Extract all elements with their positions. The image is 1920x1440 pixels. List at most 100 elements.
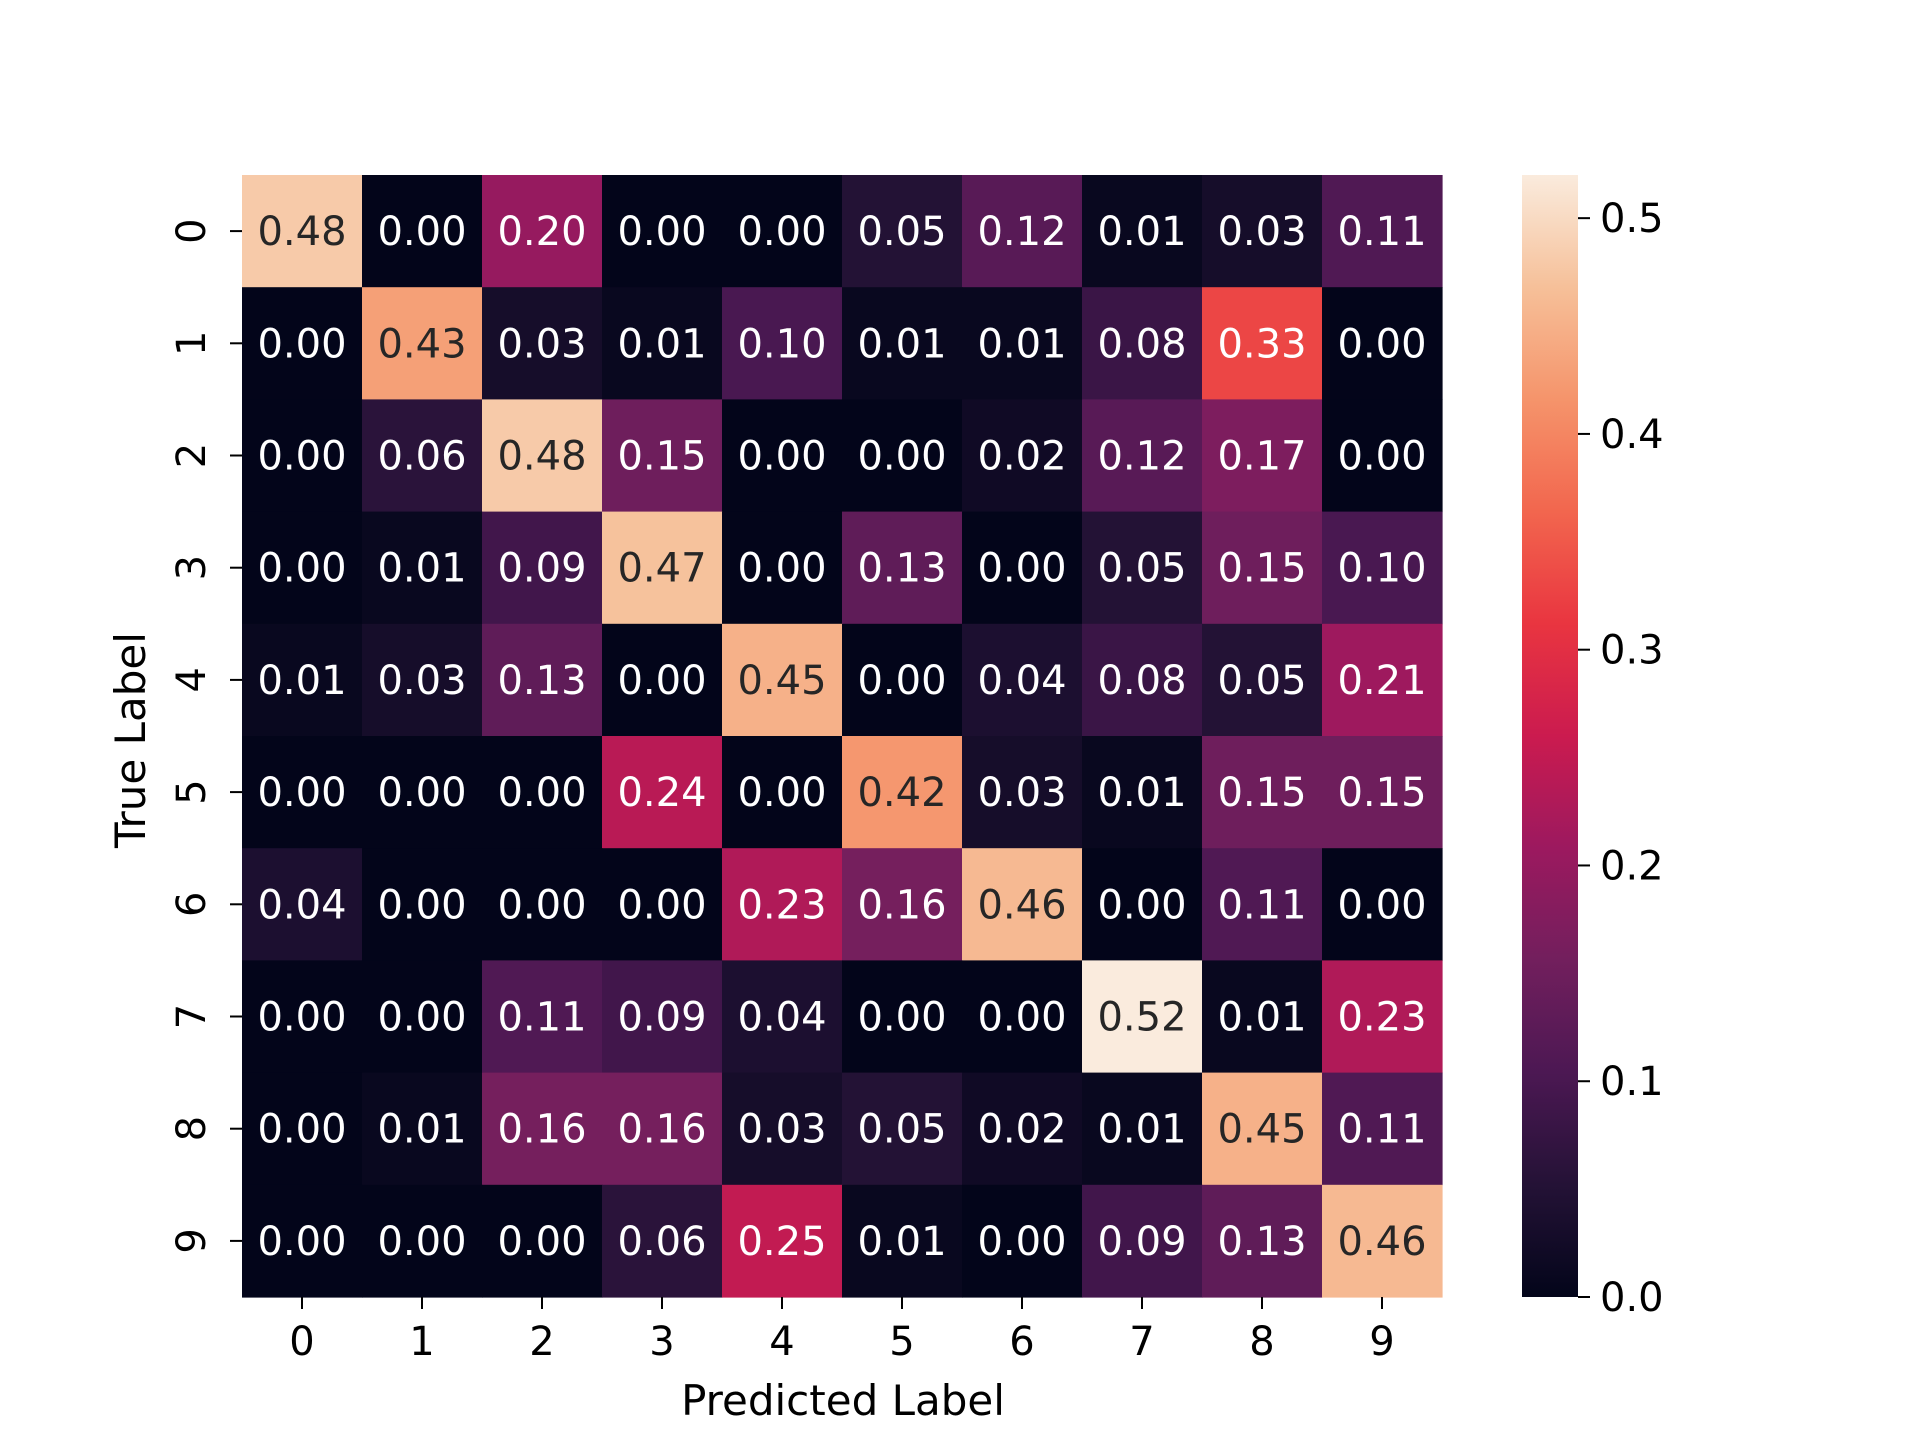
cell-value-label: 0.00 [1097,882,1186,928]
cell-value-label: 0.03 [737,1107,826,1153]
colorbar-tick-label: 0.3 [1600,628,1664,674]
cell-value-label: 0.00 [977,995,1066,1041]
heatmap-cell [842,848,963,961]
heatmap-cell [962,287,1083,400]
cell-value-label: 0.47 [617,546,706,592]
cell-value-label: 0.08 [1097,321,1186,367]
y-tick-label: 1 [169,331,215,356]
heatmap-cell [602,623,723,737]
cell-value-label: 0.45 [737,658,826,704]
heatmap-cell [722,399,843,513]
cell-value-label: 0.00 [497,1219,586,1265]
cell-value-label: 0.04 [257,882,346,928]
heatmap-cell [962,175,1083,288]
cell-value-label: 0.00 [977,1219,1066,1265]
cell-value-label: 0.10 [1337,546,1426,592]
heatmap-cell [362,1184,483,1298]
heatmap-cell [602,736,723,849]
x-axis-label: Predicted Label [681,1376,1005,1425]
colorbar [1522,175,1578,1297]
heatmap-cell [242,736,363,849]
heatmap-cell [962,623,1083,737]
heatmap-cell [722,1184,843,1298]
cell-value-label: 0.02 [977,1107,1066,1153]
cell-value-label: 0.13 [857,546,946,592]
cell-value-label: 0.11 [1337,209,1426,255]
heatmap-cell [482,623,603,737]
heatmap-cell [242,1184,363,1298]
cell-value-label: 0.00 [377,882,466,928]
heatmap-cell [362,1072,483,1186]
cell-value-label: 0.15 [1217,770,1306,816]
heatmap-cell [602,287,723,400]
cell-value-label: 0.01 [377,1107,466,1153]
heatmap-cell [602,1072,723,1186]
heatmap-cell [1082,511,1203,625]
heatmap-cell [482,848,603,961]
heatmap-cell [1202,1072,1323,1186]
cell-value-label: 0.00 [497,882,586,928]
cell-value-label: 0.06 [377,434,466,480]
cell-value-label: 0.10 [737,321,826,367]
cell-value-label: 0.09 [497,546,586,592]
cell-value-label: 0.21 [1337,658,1426,704]
heatmap-cell [722,736,843,849]
heatmap-cell [722,960,843,1074]
cell-value-label: 0.01 [1097,770,1186,816]
cell-value-label: 0.25 [737,1219,826,1265]
cell-value-label: 0.03 [1217,209,1306,255]
cell-value-label: 0.01 [1097,1107,1186,1153]
cell-value-label: 0.48 [497,434,586,480]
heatmap-cell [722,848,843,961]
heatmap-cell [362,848,483,961]
cell-value-label: 0.08 [1097,658,1186,704]
y-tick-label: 7 [169,1004,215,1029]
heatmap-cell [602,399,723,513]
cell-value-label: 0.00 [857,658,946,704]
x-tick-label: 0 [289,1319,314,1365]
heatmap-cell [722,287,843,400]
cell-value-label: 0.01 [1097,209,1186,255]
heatmap-cell [1082,399,1203,513]
cell-value-label: 0.01 [857,1219,946,1265]
heatmap-cell [722,1072,843,1186]
y-tick-label: 0 [169,218,215,243]
cell-value-label: 0.00 [857,434,946,480]
y-tick-label: 2 [169,443,215,468]
heatmap-cell [722,623,843,737]
y-tick-label: 3 [169,555,215,580]
y-axis: 0 1 2 3 4 5 6 7 8 9 [169,218,242,1254]
x-tick-label: 7 [1129,1319,1154,1365]
cell-value-label: 0.16 [497,1107,586,1153]
cell-value-label: 0.09 [1097,1219,1186,1265]
heatmap-cell [1082,175,1203,288]
y-tick-label: 9 [169,1228,215,1253]
heatmap-cell [482,287,603,400]
x-tick-label: 9 [1369,1319,1394,1365]
cell-value-label: 0.00 [257,770,346,816]
cell-value-label: 0.00 [257,1107,346,1153]
cell-value-label: 0.23 [1337,995,1426,1041]
cell-value-label: 0.00 [857,995,946,1041]
colorbar-ticks: 0.0 0.1 0.2 0.3 0.4 0.5 [1578,196,1664,1321]
cell-value-label: 0.00 [617,658,706,704]
heatmap-cell [362,623,483,737]
cell-value-label: 0.00 [257,434,346,480]
cell-value-label: 0.00 [737,546,826,592]
y-axis-label: True Label [106,632,155,849]
heatmap-cell [1082,848,1203,961]
cell-value-label: 0.13 [497,658,586,704]
heatmap-cell [242,287,363,400]
cell-value-label: 0.00 [377,770,466,816]
cell-value-label: 0.06 [617,1219,706,1265]
heatmap-cell [1322,287,1443,400]
cell-value-label: 0.04 [977,658,1066,704]
colorbar-tick-label: 0.2 [1600,843,1664,889]
heatmap-cell [962,1072,1083,1186]
heatmap-cell [1322,175,1443,288]
y-tick-label: 6 [169,892,215,917]
heatmap-cell [482,736,603,849]
heatmap-cell [1202,287,1323,400]
cell-value-label: 0.12 [1097,434,1186,480]
cell-value-label: 0.11 [497,995,586,1041]
